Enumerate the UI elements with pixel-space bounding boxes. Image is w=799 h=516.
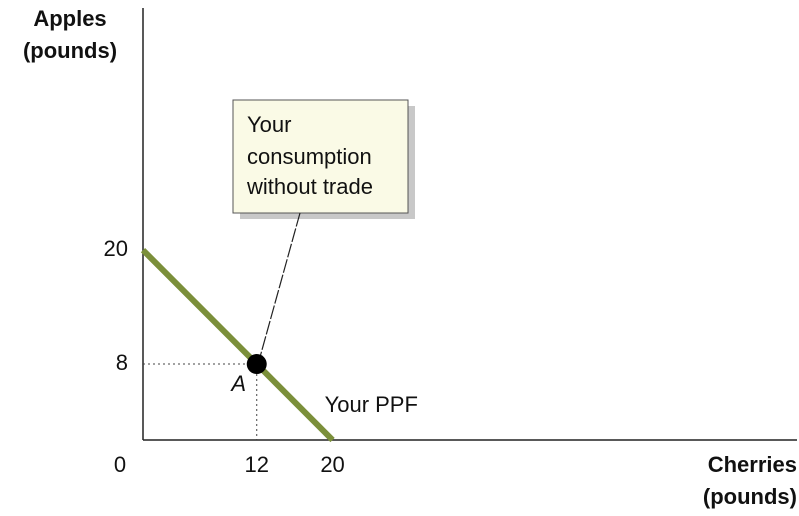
y-axis-label: (pounds) — [23, 38, 117, 63]
y-tick-label: 8 — [116, 350, 128, 375]
y-axis-label: Apples — [33, 6, 106, 31]
ppf-line — [140, 247, 335, 443]
annotation-text: consumption — [247, 144, 372, 169]
annotation-leader — [259, 212, 301, 359]
x-axis-label: (pounds) — [703, 484, 797, 509]
x-tick-label: 12 — [244, 452, 268, 477]
annotation-text: without trade — [246, 174, 373, 199]
point — [246, 354, 267, 375]
y-tick-label: 20 — [104, 236, 128, 261]
annotation-box — [232, 99, 409, 214]
x-tick-label: 20 — [320, 452, 344, 477]
annotation-text: Your — [247, 112, 291, 137]
x-tick-label: 0 — [114, 452, 126, 477]
series-label: Your PPF — [325, 392, 418, 417]
point-label: A — [229, 371, 246, 396]
x-axis-label: Cherries — [708, 452, 797, 477]
